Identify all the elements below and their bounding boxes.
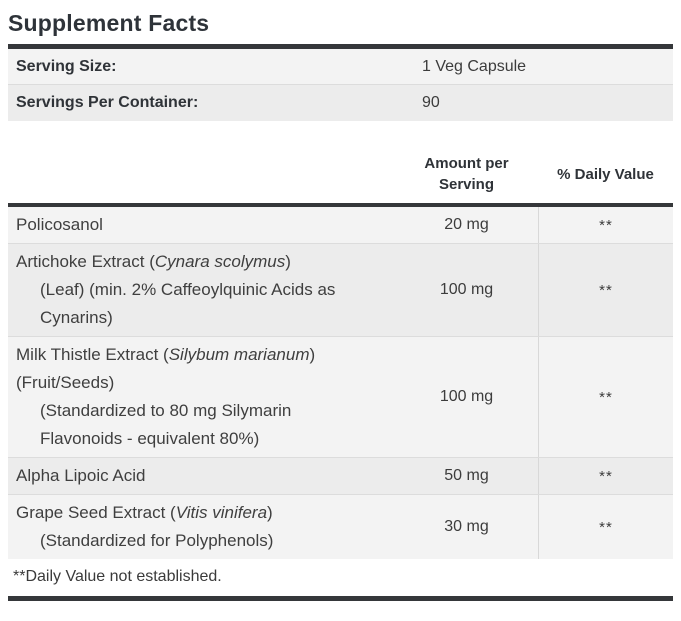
ingredient-latin-name: Silybum marianum: [168, 345, 310, 364]
ingredient-amount: 20 mg: [444, 216, 489, 233]
ingredient-name-line: Alpha Lipoic Acid: [16, 462, 395, 490]
serving-info-label: Servings Per Container:: [16, 94, 199, 111]
ingredient-name-line: (Fruit/Seeds): [16, 369, 395, 397]
ingredient-name-text: Milk Thistle Extract (: [16, 345, 169, 364]
ingredient-name-text: (Leaf) (min. 2% Caffeoylquinic Acids as: [40, 280, 336, 299]
serving-info-value: 1 Veg Capsule: [422, 57, 527, 75]
bottom-margin: [8, 601, 673, 613]
ingredient-name-line: Artichoke Extract (Cynara scolymus): [16, 248, 395, 276]
ingredient-name-line: (Standardized for Polyphenols): [16, 527, 395, 555]
ingredient-name-text: Artichoke Extract (: [16, 252, 155, 271]
ingredient-amount: 30 mg: [444, 518, 489, 535]
ingredient-name-text: ): [267, 503, 273, 522]
ingredient-name-text: (Standardized for Polyphenols): [40, 531, 274, 550]
ingredient-name-line: Flavonoids - equivalent 80%): [16, 425, 395, 453]
ingredient-name-text: (Fruit/Seeds): [16, 373, 115, 392]
ingredient-daily-value: **: [538, 458, 673, 494]
serving-info-row: Serving Size: 1 Veg Capsule: [8, 49, 673, 85]
footnote: **Daily Value not established.: [8, 559, 673, 596]
ingredient-name: Milk Thistle Extract (Silybum marianum) (…: [8, 337, 395, 457]
ingredient-latin-name: Cynara scolymus: [154, 252, 286, 271]
column-header-amount-label: Amount per Serving: [424, 155, 509, 193]
ingredient-name-text: Policosanol: [16, 215, 103, 234]
panel-title: Supplement Facts: [8, 10, 210, 36]
ingredient-name-line: (Standardized to 80 mg Silymarin: [16, 397, 395, 425]
ingredient-name-line: Grape Seed Extract (Vitis vinifera): [16, 499, 395, 527]
ingredient-daily-value: **: [538, 495, 673, 559]
title-rule: [8, 44, 673, 49]
ingredient-name-line: (Leaf) (min. 2% Caffeoylquinic Acids as: [16, 276, 395, 304]
ingredient-name-text: Grape Seed Extract (: [16, 503, 176, 522]
serving-info-section: Serving Size: 1 Veg Capsule Servings Per…: [8, 49, 673, 121]
ingredient-name-line: Policosanol: [16, 211, 395, 239]
ingredient-name: Policosanol: [8, 207, 395, 243]
column-header-row: Amount per Serving % Daily Value: [8, 145, 673, 203]
column-header-amount: Amount per Serving: [395, 153, 538, 195]
serving-info-label: Serving Size:: [16, 57, 117, 75]
supplement-facts-panel: Supplement Facts Serving Size: 1 Veg Cap…: [8, 9, 673, 613]
ingredient-name: Alpha Lipoic Acid: [8, 458, 395, 494]
ingredient-name-text: Alpha Lipoic Acid: [16, 466, 146, 485]
ingredient-name-line: Cynarins): [16, 304, 395, 332]
ingredient-name-text: ): [309, 345, 316, 364]
ingredient-daily-value: **: [538, 207, 673, 243]
ingredient-name: Artichoke Extract (Cynara scolymus) (Leaf…: [8, 244, 395, 336]
ingredient-daily-value: **: [538, 244, 673, 336]
ingredient-latin-name: Vitis vinifera: [175, 503, 268, 522]
ingredient-name: Grape Seed Extract (Vitis vinifera) (Stan…: [8, 495, 395, 559]
ingredient-amount: 100 mg: [439, 281, 494, 298]
ingredient-table: Policosanol 20 mg ** Artichoke Extract (…: [8, 207, 673, 559]
ingredient-name-line: Milk Thistle Extract (Silybum marianum): [16, 341, 395, 369]
ingredient-name-text: (Standardized to 80 mg Silymarin: [40, 401, 292, 420]
ingredient-name-text: Cynarins): [40, 308, 113, 327]
ingredient-name-text: Flavonoids - equivalent 80%): [40, 429, 260, 448]
ingredient-name-text: ): [285, 252, 291, 271]
serving-info-value: 90: [422, 94, 440, 111]
ingredient-amount: 100 mg: [439, 388, 494, 405]
ingredient-row: Artichoke Extract (Cynara scolymus) (Leaf…: [8, 244, 673, 337]
bottom-rule: [8, 596, 673, 601]
header-rule: [8, 203, 673, 207]
serving-info-row: Servings Per Container: 90: [8, 85, 673, 121]
ingredient-row: Milk Thistle Extract (Silybum marianum) (…: [8, 337, 673, 458]
ingredient-row: Grape Seed Extract (Vitis vinifera) (Stan…: [8, 495, 673, 559]
ingredient-daily-value: **: [538, 337, 673, 457]
ingredient-row: Policosanol 20 mg **: [8, 207, 673, 244]
column-header-daily-value: % Daily Value: [557, 165, 654, 183]
ingredient-amount: 50 mg: [444, 467, 489, 484]
ingredient-row: Alpha Lipoic Acid 50 mg **: [8, 458, 673, 495]
